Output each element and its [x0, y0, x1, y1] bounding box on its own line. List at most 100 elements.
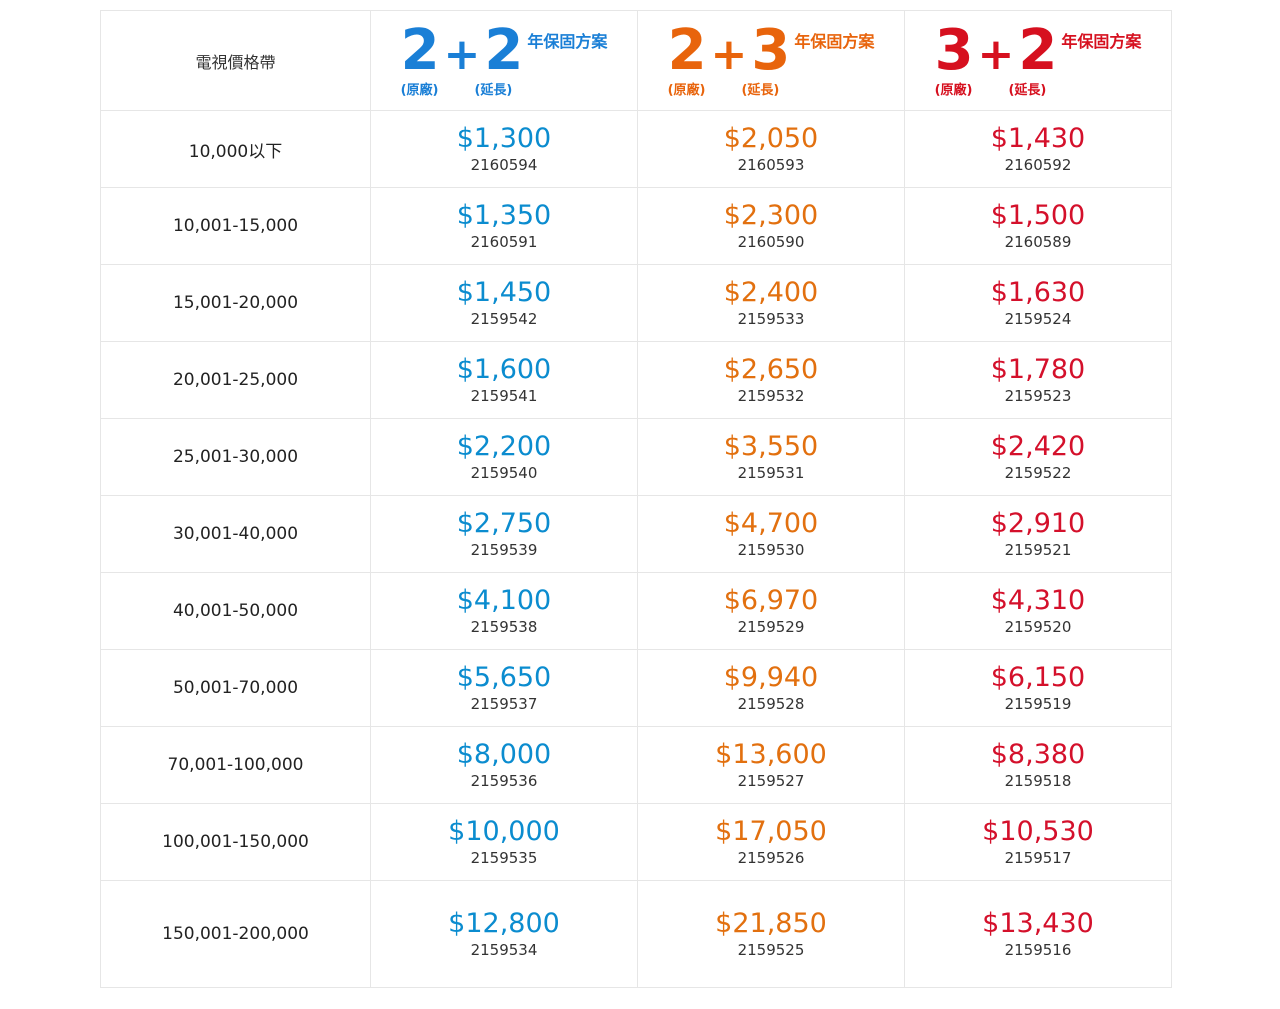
price-cell: $2,300 2160590 [637, 187, 905, 265]
product-code: 2159535 [470, 849, 538, 867]
price: $2,050 [723, 123, 819, 154]
plan-line: 3+2 年保固方案 [935, 23, 1142, 83]
price: $13,600 [715, 739, 827, 770]
table-row: 40,001-50,000 $4,100 2159538 $6,970 2159529 $… [100, 572, 1172, 650]
table-row: 150,001-200,000 $12,800 2159534 $21,850 2159… [100, 880, 1172, 988]
original-years: 3 [934, 18, 974, 83]
price-cell: $2,750 2159539 [370, 495, 638, 573]
table-row: 10,000以下 $1,300 2160594 $2,050 2160593 $1,430… [100, 110, 1172, 188]
product-code: 2159530 [737, 541, 805, 559]
product-code: 2159522 [1004, 464, 1072, 482]
price: $5,650 [456, 662, 552, 693]
table-row: 10,001-15,000 $1,350 2160591 $2,300 2160590 $… [100, 187, 1172, 265]
price: $12,800 [448, 908, 560, 939]
price-cell: $1,500 2160589 [904, 187, 1172, 265]
price: $4,700 [723, 508, 819, 539]
plan-title: 3+2 年保固方案 (原廠) (延長) [935, 23, 1142, 99]
price-cell: $1,430 2160592 [904, 110, 1172, 188]
header-row: 電視價格帶 2+2 年保固方案 (原廠) (延長) 2+3 年保固方案 (原廠) (延長) 3+… [100, 10, 1172, 111]
price-cell: $3,550 2159531 [637, 418, 905, 496]
price: $8,000 [456, 739, 552, 770]
plan-header: 2+3 年保固方案 (原廠) (延長) [637, 10, 905, 111]
product-code: 2160593 [737, 156, 805, 174]
product-code: 2159521 [1004, 541, 1072, 559]
price-cell: $13,430 2159516 [904, 880, 1172, 988]
original-label: (原廠) [934, 83, 973, 98]
product-code: 2159531 [737, 464, 805, 482]
price-cell: $21,850 2159525 [637, 880, 905, 988]
plus: + [443, 29, 481, 80]
price: $2,750 [456, 508, 552, 539]
product-code: 2159520 [1004, 618, 1072, 636]
product-code: 2159516 [1004, 941, 1072, 959]
price: $1,780 [990, 354, 1086, 385]
plus: + [977, 29, 1015, 80]
plan-line: 2+2 年保固方案 [401, 23, 608, 83]
price-cell: $1,450 2159542 [370, 264, 638, 342]
price-cell: $2,420 2159522 [904, 418, 1172, 496]
price-range: 70,001-100,000 [100, 726, 371, 804]
price-cell: $2,650 2159532 [637, 341, 905, 419]
price-range: 30,001-40,000 [100, 495, 371, 573]
price-cell: $13,600 2159527 [637, 726, 905, 804]
price-cell: $10,000 2159535 [370, 803, 638, 881]
plan-line: 2+3 年保固方案 [668, 23, 875, 83]
price-range: 50,001-70,000 [100, 649, 371, 727]
original-years: 2 [667, 18, 707, 83]
price-cell: $4,310 2159520 [904, 572, 1172, 650]
product-code: 2159527 [737, 772, 805, 790]
price: $2,420 [990, 431, 1086, 462]
price: $2,300 [723, 200, 819, 231]
price: $21,850 [715, 908, 827, 939]
price: $4,310 [990, 585, 1086, 616]
price: $1,630 [990, 277, 1086, 308]
extended-label: (延長) [741, 83, 780, 98]
price: $4,100 [456, 585, 552, 616]
price: $2,200 [456, 431, 552, 462]
price: $1,450 [456, 277, 552, 308]
plan-sublabels: (原廠) (延長) [401, 79, 608, 98]
plan-suffix: 年保固方案 [1061, 32, 1142, 51]
price-range: 10,001-15,000 [100, 187, 371, 265]
price-cell: $2,200 2159540 [370, 418, 638, 496]
price: $1,500 [990, 200, 1086, 231]
price-cell: $12,800 2159534 [370, 880, 638, 988]
product-code: 2159519 [1004, 695, 1072, 713]
product-code: 2159539 [470, 541, 538, 559]
price: $1,350 [456, 200, 552, 231]
price: $2,650 [723, 354, 819, 385]
product-code: 2159542 [470, 310, 538, 328]
product-code: 2159529 [737, 618, 805, 636]
plus: + [710, 29, 748, 80]
price-cell: $2,910 2159521 [904, 495, 1172, 573]
product-code: 2159532 [737, 387, 805, 405]
price-cell: $8,000 2159536 [370, 726, 638, 804]
original-label: (原廠) [400, 83, 439, 98]
price-cell: $6,970 2159529 [637, 572, 905, 650]
plan-title: 2+2 年保固方案 (原廠) (延長) [401, 23, 608, 99]
product-code: 2159523 [1004, 387, 1072, 405]
plan-sublabels: (原廠) (延長) [668, 79, 875, 98]
price-cell: $8,380 2159518 [904, 726, 1172, 804]
price-range: 20,001-25,000 [100, 341, 371, 419]
price: $1,300 [456, 123, 552, 154]
price-cell: $1,780 2159523 [904, 341, 1172, 419]
product-code: 2159533 [737, 310, 805, 328]
price: $2,910 [990, 508, 1086, 539]
price-cell: $17,050 2159526 [637, 803, 905, 881]
plan-sublabels: (原廠) (延長) [935, 79, 1142, 98]
product-code: 2159537 [470, 695, 538, 713]
price: $6,970 [723, 585, 819, 616]
plan-title: 2+3 年保固方案 (原廠) (延長) [668, 23, 875, 99]
table-row: 70,001-100,000 $8,000 2159536 $13,600 215952… [100, 726, 1172, 804]
table-row: 15,001-20,000 $1,450 2159542 $2,400 2159533 $… [100, 264, 1172, 342]
price-range: 25,001-30,000 [100, 418, 371, 496]
price: $1,430 [990, 123, 1086, 154]
price-cell: $4,700 2159530 [637, 495, 905, 573]
original-years: 2 [400, 18, 440, 83]
price-range: 150,001-200,000 [100, 880, 371, 988]
price-cell: $2,400 2159533 [637, 264, 905, 342]
plan-suffix: 年保固方案 [794, 32, 875, 51]
product-code: 2159526 [737, 849, 805, 867]
